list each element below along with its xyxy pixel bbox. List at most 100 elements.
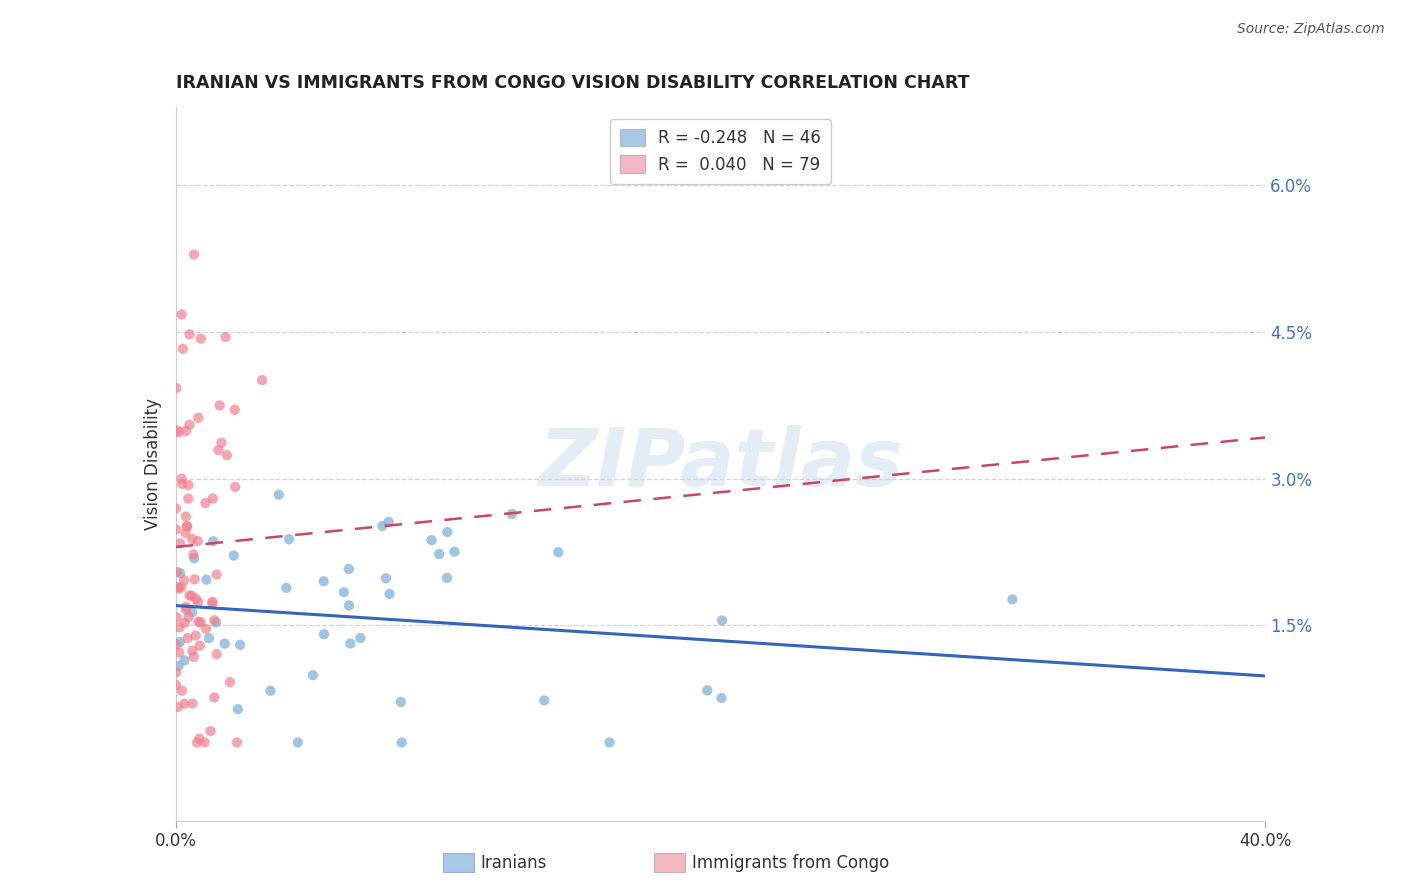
Point — [187, 410, 209, 425]
Point — [599, 735, 621, 749]
Point — [166, 610, 188, 624]
Point — [226, 702, 249, 716]
Point — [172, 342, 194, 356]
Point — [1001, 592, 1024, 607]
Point — [312, 627, 335, 641]
Point — [278, 532, 301, 546]
Point — [188, 639, 211, 653]
Point — [205, 567, 228, 582]
Point — [169, 635, 191, 649]
Point — [201, 491, 224, 506]
Point — [183, 572, 205, 586]
Point — [301, 668, 323, 682]
Point — [177, 478, 200, 492]
Point — [184, 629, 207, 643]
Point — [377, 515, 399, 529]
Point — [337, 562, 360, 576]
Text: IRANIAN VS IMMIGRANTS FROM CONGO VISION DISABILITY CORRELATION CHART: IRANIAN VS IMMIGRANTS FROM CONGO VISION … — [176, 74, 969, 92]
Text: Immigrants from Congo: Immigrants from Congo — [692, 854, 889, 871]
Point — [214, 330, 236, 344]
Point — [198, 631, 221, 645]
Point — [195, 573, 218, 587]
Point — [187, 534, 209, 549]
Point — [173, 615, 195, 630]
Point — [165, 638, 187, 652]
Point — [174, 599, 197, 614]
Point — [181, 697, 204, 711]
Point — [194, 735, 217, 749]
Point — [259, 683, 281, 698]
Point — [215, 448, 238, 462]
Point — [173, 574, 195, 588]
Point — [181, 532, 204, 546]
Point — [420, 533, 443, 548]
Point — [214, 637, 236, 651]
Point — [170, 683, 193, 698]
Point — [186, 735, 208, 749]
Point — [176, 631, 198, 645]
Point — [190, 332, 212, 346]
Point — [174, 602, 197, 616]
Point — [287, 735, 309, 749]
Point — [174, 526, 197, 541]
Point — [219, 675, 242, 690]
Point — [201, 594, 224, 608]
Point — [349, 631, 371, 645]
Point — [166, 580, 188, 594]
Point — [229, 638, 252, 652]
Point — [202, 613, 225, 627]
Point — [190, 615, 212, 630]
Point — [174, 509, 197, 524]
Point — [180, 589, 202, 603]
Point — [200, 724, 222, 739]
Point — [181, 643, 204, 657]
Point — [167, 582, 190, 596]
Point — [188, 731, 211, 746]
Point — [165, 522, 187, 536]
Point — [167, 659, 190, 673]
Point — [170, 472, 193, 486]
Point — [202, 690, 225, 705]
Point — [169, 566, 191, 581]
Point — [267, 488, 290, 502]
Point — [179, 588, 201, 602]
Point — [389, 695, 412, 709]
Point — [333, 585, 356, 599]
Point — [276, 581, 298, 595]
Point — [166, 700, 188, 714]
Point — [165, 501, 187, 516]
Point — [375, 571, 398, 585]
Point — [183, 649, 205, 664]
Point — [205, 615, 228, 630]
Point — [202, 534, 225, 549]
Point — [165, 665, 187, 680]
Point — [170, 581, 193, 595]
Point — [337, 599, 360, 613]
Point — [371, 519, 394, 533]
Point — [173, 697, 195, 711]
Point — [167, 425, 190, 440]
Point — [184, 591, 207, 606]
Point — [181, 605, 204, 619]
Point — [339, 636, 361, 650]
Point — [250, 373, 273, 387]
Point — [170, 308, 193, 322]
Point — [224, 480, 246, 494]
Point — [183, 247, 205, 261]
Point — [173, 653, 195, 667]
Point — [167, 646, 190, 660]
Point — [224, 402, 246, 417]
Text: Iranians: Iranians — [481, 854, 547, 871]
Point — [427, 547, 450, 561]
Point — [176, 519, 198, 533]
Point — [205, 647, 228, 661]
Point — [312, 574, 335, 589]
Point — [443, 545, 465, 559]
Point — [165, 381, 187, 395]
Point — [211, 435, 233, 450]
Point — [174, 424, 197, 438]
Point — [696, 683, 718, 698]
Point — [187, 615, 209, 629]
Point — [711, 614, 734, 628]
Point — [222, 549, 245, 563]
